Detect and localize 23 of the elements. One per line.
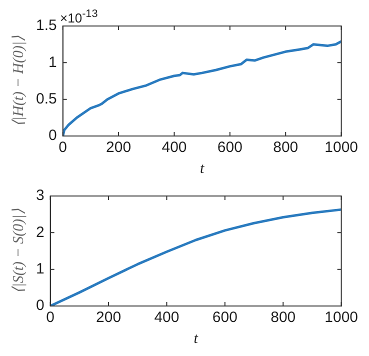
x-tick-label: 800 xyxy=(273,139,298,156)
x-axis-title: t xyxy=(200,160,205,177)
x-axis-title: t xyxy=(194,330,199,347)
x-tick-label: 400 xyxy=(154,309,180,326)
y-axis-title: ⟨|S(t) − S(0)|⟩ xyxy=(10,208,27,294)
x-tick-label: 200 xyxy=(96,309,122,326)
x-tick-label: 800 xyxy=(270,309,296,326)
y-tick-label: 0 xyxy=(48,127,57,144)
y-tick-label: 0.5 xyxy=(36,90,57,108)
y-tick-label: 1.5 xyxy=(36,17,57,34)
x-tick-label: 600 xyxy=(217,139,242,156)
x-tick-label: 1000 xyxy=(324,309,358,326)
x-tick-label: 200 xyxy=(106,139,132,156)
x-tick-label: 600 xyxy=(212,309,238,326)
y-tick-label: 2 xyxy=(36,224,44,241)
y-axis-title: ⟨|H(t) − H(0)|⟩ xyxy=(10,35,27,127)
y-tick-label: 1 xyxy=(36,260,44,278)
y-tick-label: 0 xyxy=(36,297,44,314)
y-tick-label: 3 xyxy=(36,187,44,204)
x-tick-label: 400 xyxy=(162,139,187,156)
x-tick-label: 1000 xyxy=(324,139,358,156)
text: ×10$^{-13}$ xyxy=(60,8,98,26)
y-tick-label: 1 xyxy=(48,54,57,71)
